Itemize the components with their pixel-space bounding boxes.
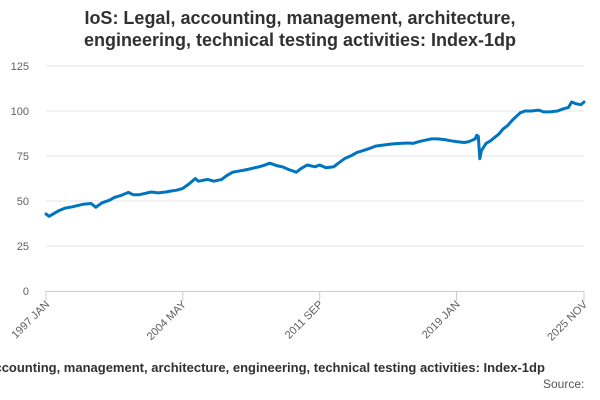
tick-labels: 0 25 50 75 100 125 1997 JAN 2004 MAY 2011 SEP 201…: [9, 61, 590, 343]
x-tick-label: 2019 JAN: [420, 299, 463, 342]
x-tick-label: 2004 MAY: [145, 298, 190, 343]
chart-title-line-2: engineering, technical testing activitie…: [83, 30, 517, 50]
x-tick-label: 2025 NOV: [545, 298, 590, 343]
chart-title: IoS: Legal, accounting, management, arch…: [0, 7, 600, 51]
y-tick-label: 75: [17, 151, 29, 163]
series-line: [44, 100, 586, 218]
gridlines: [46, 65, 584, 247]
chart-title-line-1: IoS: Legal, accounting, management, arch…: [84, 8, 516, 28]
x-tick-label: 1997 JAN: [9, 299, 52, 342]
y-tick-label: 50: [17, 196, 29, 208]
series-layer: [44, 100, 586, 218]
y-tick-label: 125: [11, 61, 29, 73]
source-label: Source:: [543, 377, 585, 391]
axes: [45, 291, 585, 301]
y-tick-label: 100: [11, 106, 29, 118]
legend-entry: egal, accounting, management, architectu…: [0, 360, 545, 375]
y-tick-label: 0: [23, 286, 29, 298]
y-tick-label: 25: [17, 241, 29, 253]
x-tick-label: 2011 SEP: [283, 299, 326, 342]
